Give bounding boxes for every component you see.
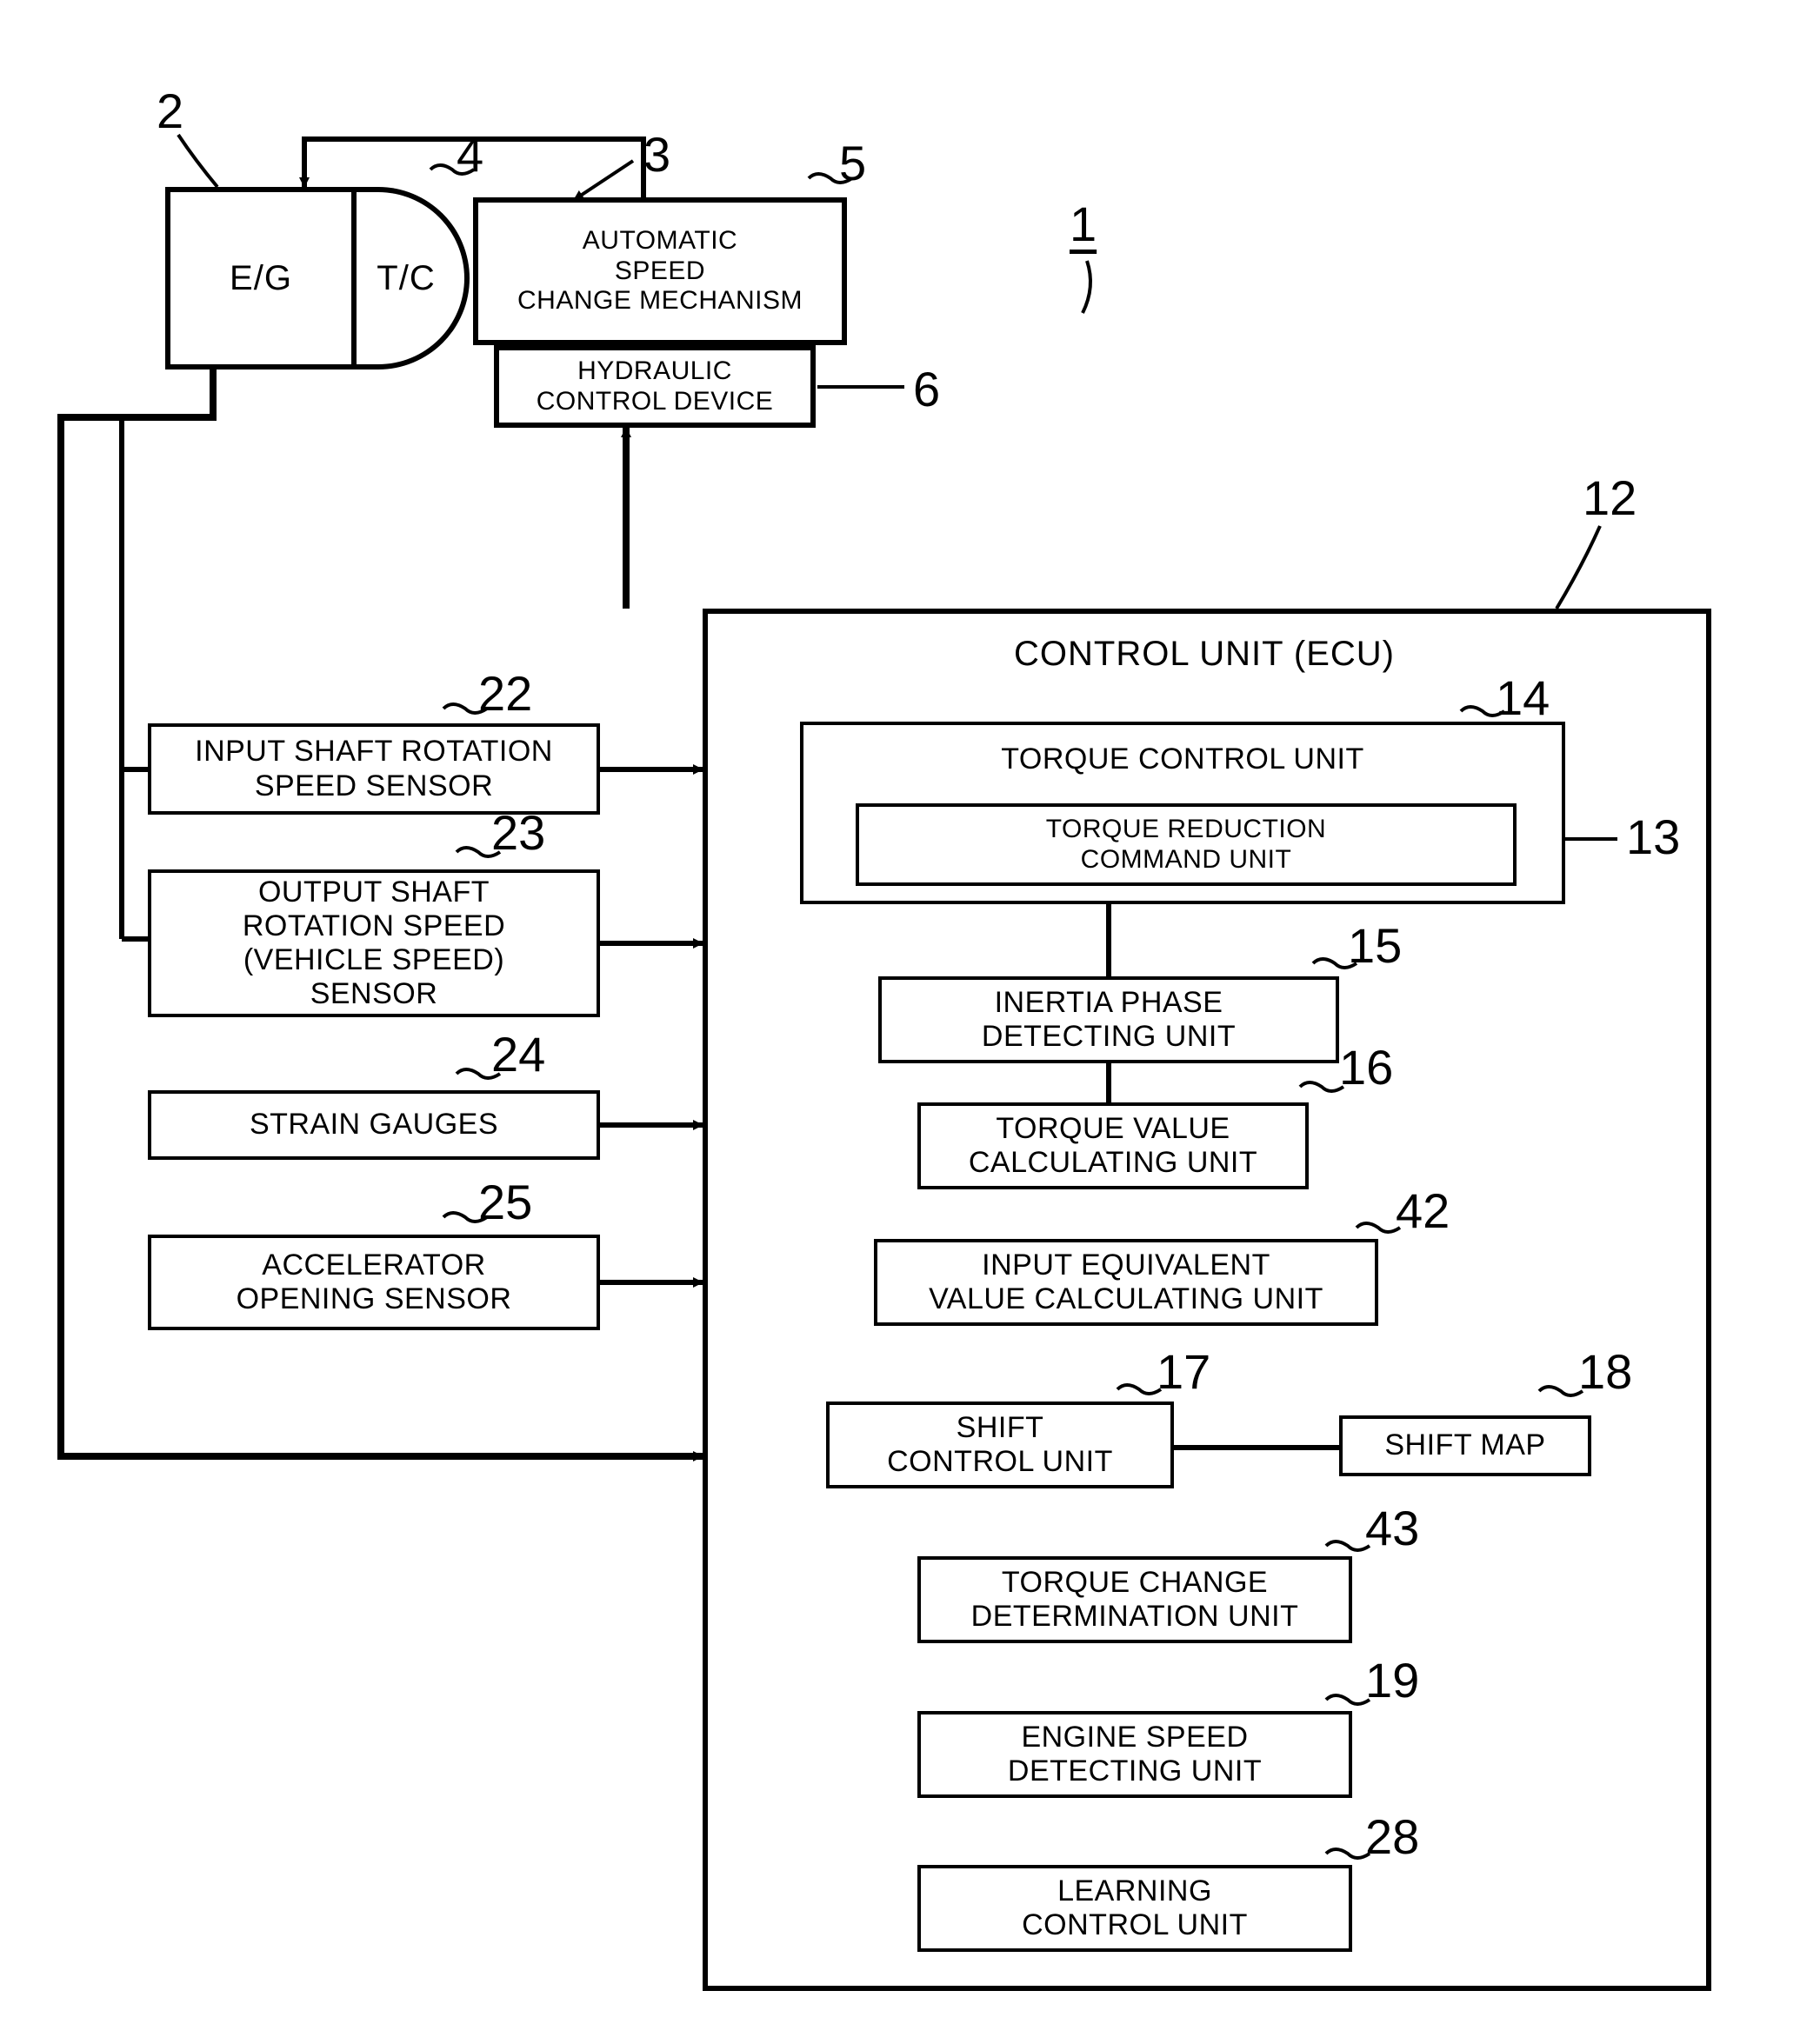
- engine-block: E/G: [165, 187, 357, 370]
- ref-14: 14: [1496, 669, 1550, 726]
- automatic-speed-change-block: AUTOMATIC SPEED CHANGE MECHANISM: [473, 197, 847, 345]
- ref-13: 13: [1626, 809, 1680, 865]
- ref-1: 1: [1070, 196, 1097, 252]
- ref-42: 42: [1396, 1182, 1450, 1239]
- inertia-phase-block: INERTIA PHASE DETECTING UNIT: [878, 976, 1339, 1063]
- ref-18: 18: [1578, 1343, 1632, 1400]
- shift-map-block: SHIFT MAP: [1339, 1415, 1591, 1476]
- torque-change-block: TORQUE CHANGE DETERMINATION UNIT: [917, 1556, 1352, 1643]
- shift-map-label: SHIFT MAP: [1384, 1428, 1545, 1462]
- accelerator-label: ACCELERATOR OPENING SENSOR: [237, 1248, 512, 1316]
- ref-2: 2: [157, 83, 183, 139]
- torque-control-label: TORQUE CONTROL UNIT: [803, 742, 1562, 776]
- ref-12: 12: [1583, 469, 1637, 526]
- torque-change-label: TORQUE CHANGE DETERMINATION UNIT: [971, 1566, 1299, 1634]
- ref-6: 6: [913, 361, 940, 417]
- output-shaft-sensor-block: OUTPUT SHAFT ROTATION SPEED (VEHICLE SPE…: [148, 869, 600, 1017]
- ref-4: 4: [457, 126, 483, 183]
- ref-5: 5: [839, 135, 866, 191]
- hydraulic-control-block: HYDRAULIC CONTROL DEVICE: [494, 345, 816, 428]
- ref-22: 22: [478, 665, 532, 722]
- engine-label: E/G: [230, 258, 292, 298]
- torque-control-block: TORQUE CONTROL UNIT TORQUE REDUCTION COM…: [800, 722, 1565, 904]
- ref-16: 16: [1339, 1039, 1393, 1095]
- strain-gauges-block: STRAIN GAUGES: [148, 1090, 600, 1160]
- torque-reduction-block: TORQUE REDUCTION COMMAND UNIT: [856, 803, 1517, 886]
- ref-24: 24: [491, 1026, 545, 1082]
- ref-19: 19: [1365, 1652, 1419, 1708]
- strain-gauges-label: STRAIN GAUGES: [250, 1108, 498, 1142]
- ref-17: 17: [1157, 1343, 1210, 1400]
- ecu-title: CONTROL UNIT (ECU): [930, 635, 1478, 674]
- input-equiv-block: INPUT EQUIVALENT VALUE CALCULATING UNIT: [874, 1239, 1378, 1326]
- ref-25: 25: [478, 1174, 532, 1230]
- shift-control-block: SHIFT CONTROL UNIT: [826, 1402, 1174, 1488]
- ref-15: 15: [1348, 917, 1402, 974]
- ref-3: 3: [643, 126, 670, 183]
- ref-43: 43: [1365, 1500, 1419, 1556]
- engine-speed-detect-block: ENGINE SPEED DETECTING UNIT: [917, 1711, 1352, 1798]
- engine-speed-detect-label: ENGINE SPEED DETECTING UNIT: [1008, 1721, 1262, 1788]
- ref-23: 23: [491, 804, 545, 861]
- hydraulic-label: HYDRAULIC CONTROL DEVICE: [537, 356, 774, 416]
- tc-label: T/C: [377, 259, 435, 298]
- auto-speed-label: AUTOMATIC SPEED CHANGE MECHANISM: [517, 226, 803, 316]
- learning-block: LEARNING CONTROL UNIT: [917, 1865, 1352, 1952]
- shift-control-label: SHIFT CONTROL UNIT: [887, 1411, 1113, 1479]
- output-shaft-label: OUTPUT SHAFT ROTATION SPEED (VEHICLE SPE…: [243, 876, 505, 1011]
- diagram-canvas: E/G T/C AUTOMATIC SPEED CHANGE MECHANISM…: [0, 0, 1800, 2044]
- ref-28: 28: [1365, 1808, 1419, 1865]
- torque-value-calc-block: TORQUE VALUE CALCULATING UNIT: [917, 1102, 1309, 1189]
- input-shaft-sensor-block: INPUT SHAFT ROTATION SPEED SENSOR: [148, 723, 600, 815]
- inertia-phase-label: INERTIA PHASE DETECTING UNIT: [982, 986, 1236, 1054]
- learning-label: LEARNING CONTROL UNIT: [1022, 1874, 1248, 1942]
- input-shaft-label: INPUT SHAFT ROTATION SPEED SENSOR: [195, 735, 553, 802]
- torque-converter-block: T/C: [357, 187, 470, 370]
- input-equiv-label: INPUT EQUIVALENT VALUE CALCULATING UNIT: [929, 1248, 1323, 1316]
- torque-value-calc-label: TORQUE VALUE CALCULATING UNIT: [969, 1112, 1257, 1180]
- accelerator-sensor-block: ACCELERATOR OPENING SENSOR: [148, 1235, 600, 1330]
- torque-reduction-label: TORQUE REDUCTION COMMAND UNIT: [1046, 815, 1326, 875]
